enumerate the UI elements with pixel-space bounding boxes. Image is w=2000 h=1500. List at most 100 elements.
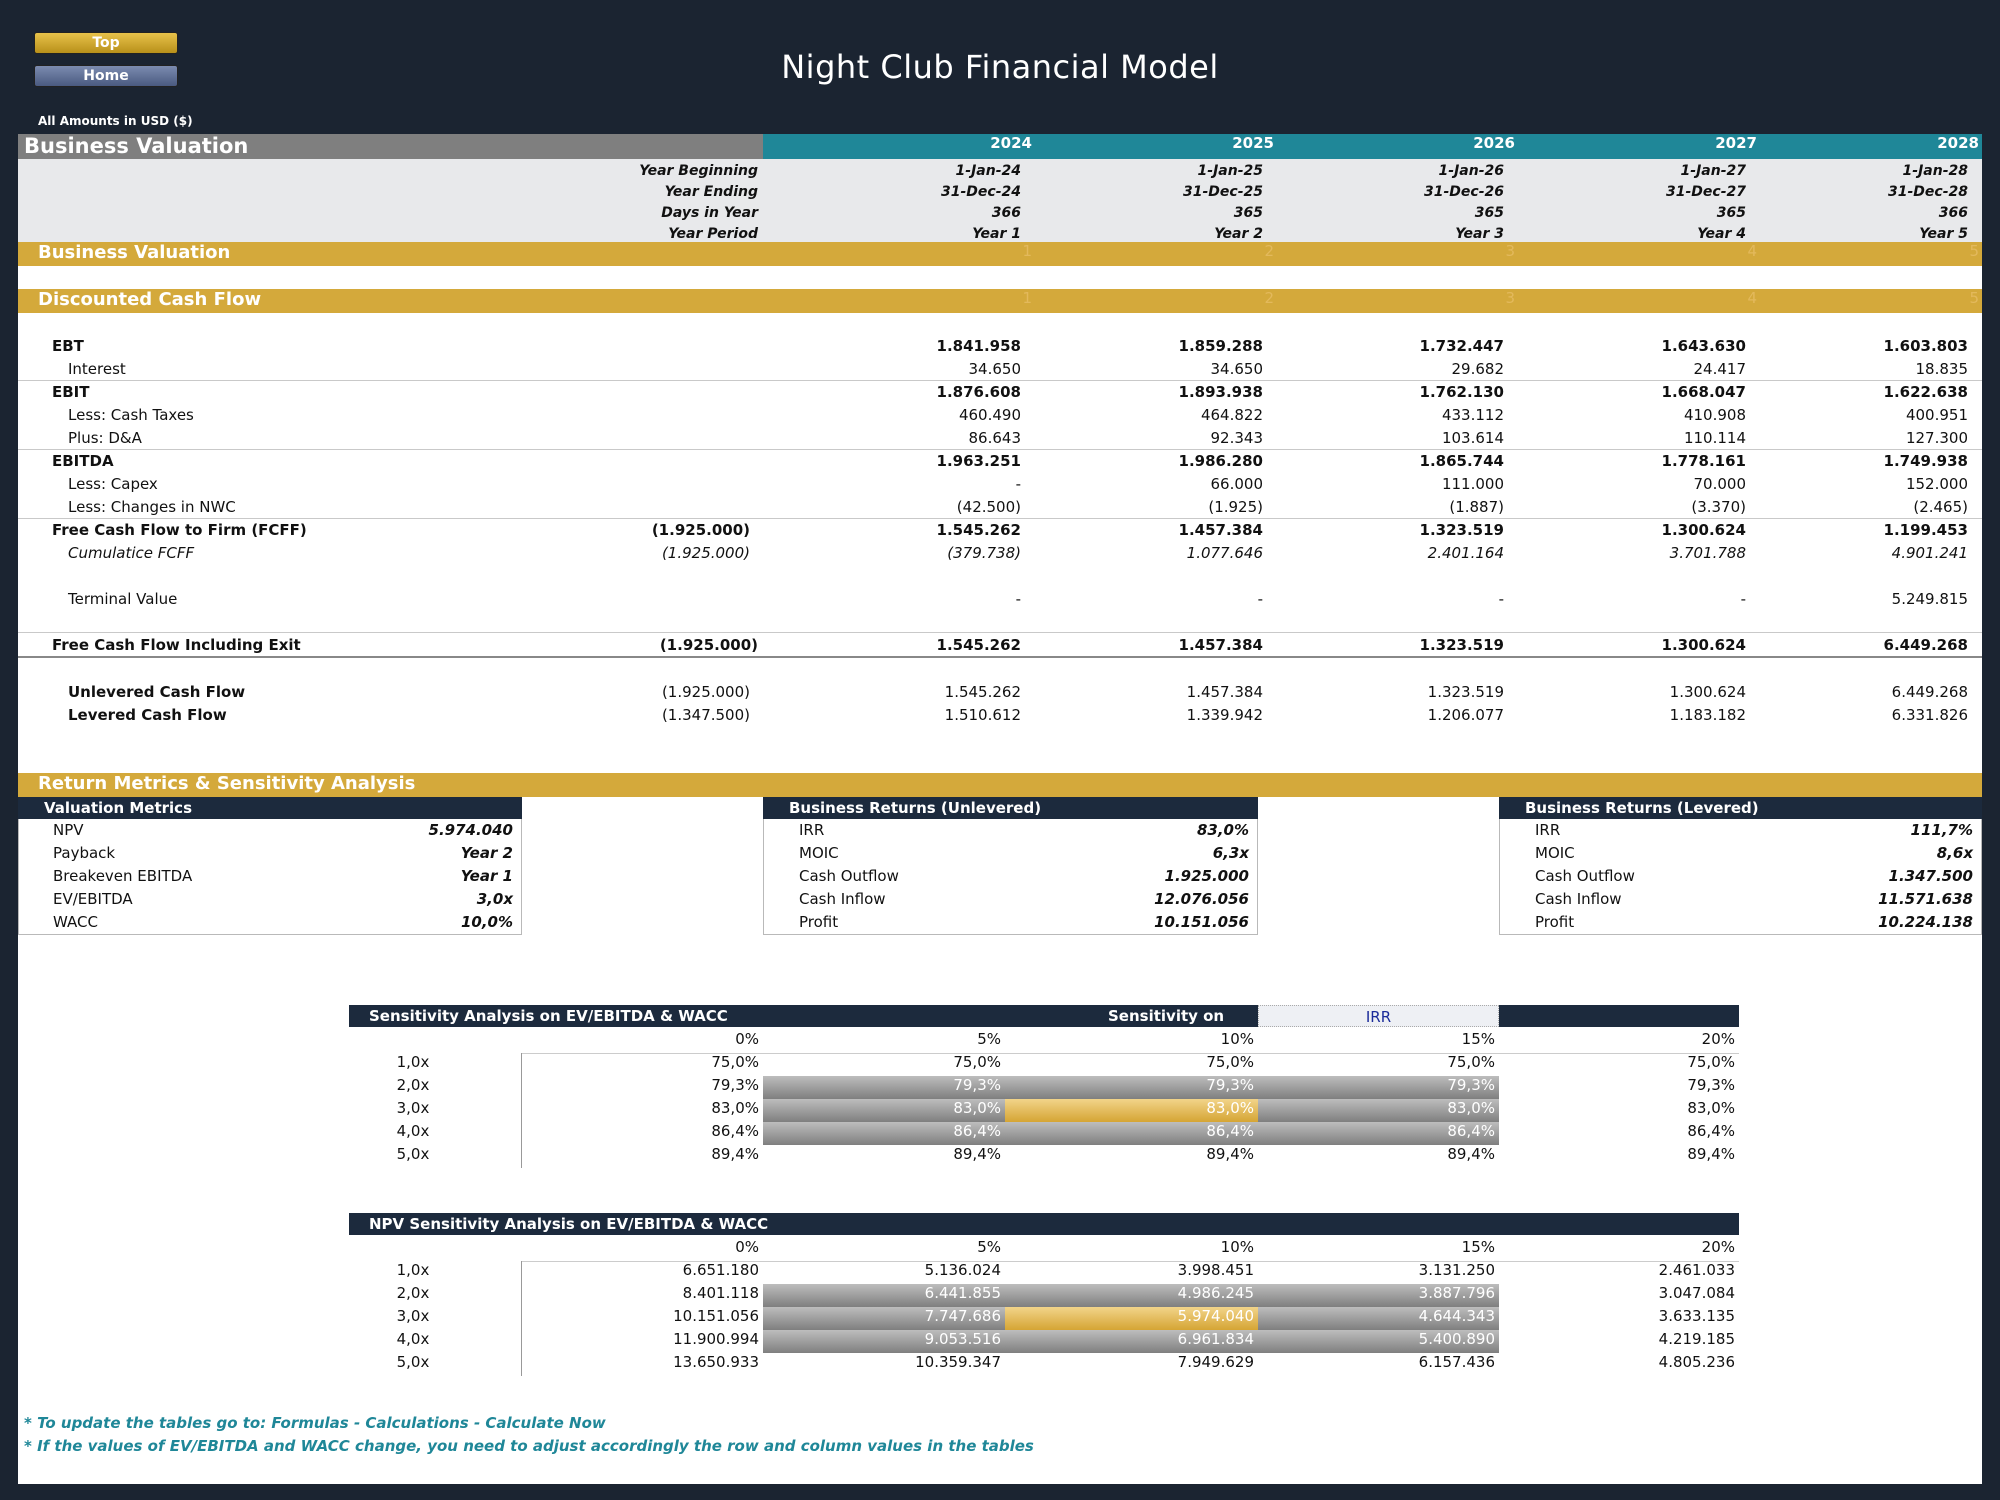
sensitivity-cell: 4.644.343 — [1258, 1307, 1499, 1330]
sensitivity-cell: 3.998.451 — [1177, 1261, 1254, 1279]
table-row: EBIT 1.876.608 1.893.938 1.762.130 1.668.047… — [18, 381, 1982, 404]
metric-value: 83,0% — [1196, 821, 1249, 839]
timeline-value: 365 — [1233, 205, 1263, 221]
home-button[interactable]: Home — [34, 65, 178, 87]
band-number: 4 — [1747, 242, 1757, 260]
metric-label: MOIC — [799, 844, 839, 862]
metric-label: Cash Outflow — [799, 867, 899, 885]
cell-value: 103.614 — [1441, 429, 1504, 447]
top-button[interactable]: Top — [34, 32, 178, 54]
metric-label: Payback — [53, 844, 116, 862]
sensitivity-row-header: 3,0x — [396, 1307, 430, 1325]
row-label: Plus: D&A — [68, 429, 142, 447]
sensitivity-cell: 86,4% — [711, 1122, 759, 1140]
cell-value: 1.963.251 — [936, 452, 1021, 470]
timeline-row: Days in Year 366 365 365 365 366 — [18, 203, 1982, 224]
sensitivity-cell: 83,0% — [1005, 1099, 1258, 1122]
row-label: Terminal Value — [68, 590, 178, 608]
sensitivity-col-header: 15% — [1461, 1030, 1495, 1048]
metric-row: Cash Outflow 1.925.000 — [764, 865, 1257, 888]
band-number: 2 — [1264, 289, 1274, 307]
cell-value: 1.749.938 — [1883, 452, 1968, 470]
cell-value: 1.545.262 — [936, 636, 1021, 654]
initial-value: (1.925.000) — [659, 636, 758, 654]
cell-value: 70.000 — [1693, 475, 1747, 493]
irr-sensitivity-title: Sensitivity Analysis on EV/EBITDA & WACC — [369, 1007, 728, 1025]
metric-value: 12.076.056 — [1154, 890, 1249, 908]
timeline-value: 366 — [991, 205, 1021, 221]
cell-value: 1.300.624 — [1661, 636, 1746, 654]
table-row: Interest 34.650 34.650 29.682 24.417 18.835 — [18, 358, 1982, 381]
timeline-value: Year 4 — [1697, 226, 1746, 242]
timeline-value: Year 2 — [1214, 226, 1263, 242]
sensitivity-row-header: 5,0x — [396, 1353, 430, 1371]
cell-value: 1.841.958 — [936, 337, 1021, 355]
cell-value: 433.112 — [1441, 406, 1504, 424]
timeline-value: Year 1 — [972, 226, 1021, 242]
timeline-value: 365 — [1474, 205, 1504, 221]
metric-row: NPV 5.974.040 — [19, 819, 521, 842]
sensitivity-row-header: 4,0x — [396, 1122, 430, 1140]
cell-value: 1.457.384 — [1178, 636, 1263, 654]
row-label: Free Cash Flow Including Exit — [52, 636, 301, 654]
sensitivity-cell: 3.887.796 — [1258, 1284, 1499, 1307]
cell-value: (379.738) — [947, 544, 1021, 562]
initial-value — [558, 473, 750, 496]
year-header: 2028 — [1937, 134, 1979, 152]
timeline-value: 1-Jan-27 — [1680, 163, 1746, 179]
metric-value: Year 1 — [460, 867, 513, 885]
cell-value: 1.893.938 — [1178, 383, 1263, 401]
sensitivity-cell: 86,4% — [1687, 1122, 1735, 1140]
metric-label: Profit — [799, 913, 839, 931]
metric-value: 8,6x — [1936, 844, 1973, 862]
cell-value: 1.643.630 — [1661, 337, 1746, 355]
cell-value: 1.300.624 — [1669, 683, 1746, 701]
cell-value: 1.859.288 — [1178, 337, 1263, 355]
sensitivity-cell: 75,0% — [1447, 1053, 1495, 1071]
metric-label: Cash Outflow — [1535, 867, 1635, 885]
irr-sensitivity-header: Sensitivity Analysis on EV/EBITDA & WACC — [349, 1005, 1499, 1027]
timeline-value: 365 — [1716, 205, 1746, 221]
sensitivity-cell: 89,4% — [1206, 1145, 1254, 1163]
sensitivity-on-selector[interactable]: IRR — [1258, 1005, 1499, 1027]
table-row: Cumulatice FCFF (1.925.000) (379.738) 1.077… — [18, 542, 1982, 565]
timeline-label: Year Beginning — [639, 163, 758, 179]
metric-label: NPV — [53, 821, 84, 839]
sensitivity-cell: 83,0% — [1258, 1099, 1499, 1122]
cell-value: 1.457.384 — [1186, 683, 1263, 701]
npv-sensitivity-header: NPV Sensitivity Analysis on EV/EBITDA & … — [349, 1213, 1739, 1235]
initial-value — [558, 588, 750, 611]
cell-value: 1.986.280 — [1178, 452, 1263, 470]
row-divider — [18, 656, 1982, 658]
sensitivity-cell: 4.986.245 — [1005, 1284, 1258, 1307]
cell-value: 410.908 — [1683, 406, 1746, 424]
row-label: Unlevered Cash Flow — [68, 683, 246, 701]
timeline-value: 366 — [1938, 205, 1968, 221]
year-header: 2026 — [1473, 134, 1515, 152]
metric-value: 10.224.138 — [1878, 913, 1973, 931]
cell-value: 1.339.942 — [1186, 706, 1263, 724]
metric-row: Breakeven EBITDA Year 1 — [19, 865, 521, 888]
row-label: Less: Capex — [68, 475, 158, 493]
initial-value — [558, 404, 750, 427]
band-number: 1 — [1022, 242, 1032, 260]
sensitivity-cell: 11.900.994 — [673, 1330, 759, 1348]
sensitivity-cell: 83,0% — [711, 1099, 759, 1117]
sensitivity-cell: 9.053.516 — [763, 1330, 1005, 1353]
sensitivity-cell: 3.047.084 — [1658, 1284, 1735, 1302]
metric-label: Breakeven EBITDA — [53, 867, 193, 885]
cell-value: 24.417 — [1693, 360, 1747, 378]
top-bar: Top Home Night Club Financial Model All … — [0, 0, 2000, 132]
sensitivity-cell: 79,3% — [1005, 1076, 1258, 1099]
metric-value: 1.347.500 — [1888, 867, 1973, 885]
table-row: Plus: D&A 86.643 92.343 103.614 110.114 127.3… — [18, 427, 1982, 450]
cell-value: - — [1257, 590, 1263, 608]
timeline-value: 1-Jan-26 — [1438, 163, 1504, 179]
sensitivity-cell: 13.650.933 — [673, 1353, 759, 1371]
timeline-label: Year Ending — [664, 184, 758, 200]
sensitivity-row-header: 1,0x — [396, 1261, 430, 1279]
timeline-row: Year Beginning 1-Jan-24 1-Jan-25 1-Jan-26 1-… — [18, 161, 1982, 182]
row-label: Interest — [68, 360, 126, 378]
sensitivity-cell: 4.219.185 — [1658, 1330, 1735, 1348]
sensitivity-cell: 10.151.056 — [673, 1307, 759, 1325]
